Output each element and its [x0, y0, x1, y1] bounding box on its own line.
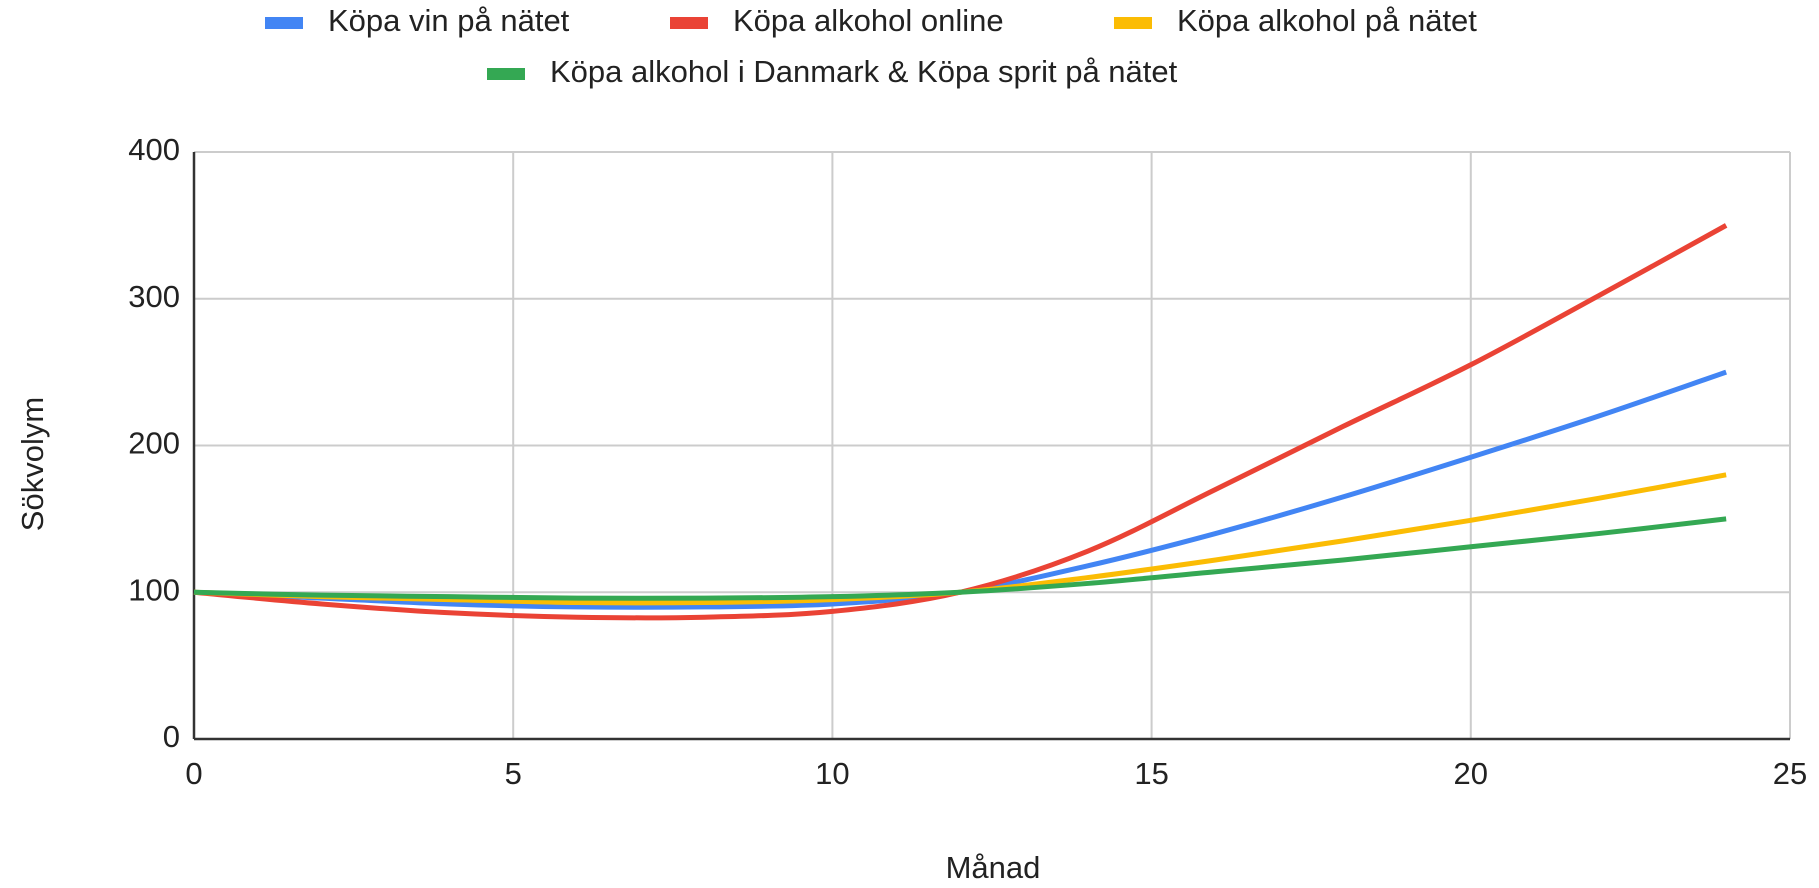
line-series — [193, 472, 1727, 606]
legend-swatch — [265, 17, 303, 29]
x-tick-label: 5 — [505, 756, 522, 791]
legend-swatch — [1114, 17, 1152, 29]
x-tick-label: 20 — [1454, 756, 1488, 791]
legend-label: Köpa alkohol på nätet — [1177, 3, 1477, 38]
y-tick-label: 300 — [128, 279, 180, 314]
line-series — [193, 516, 1727, 601]
x-axis-label: Månad — [946, 850, 1041, 885]
legend-label: Köpa alkohol i Danmark & Köpa sprit på n… — [550, 54, 1178, 89]
line-series — [193, 369, 1727, 610]
x-tick-label: 0 — [185, 756, 202, 791]
y-axis-label: Sökvolym — [15, 397, 50, 531]
legend-swatch — [487, 68, 525, 80]
x-tick-label: 25 — [1773, 756, 1807, 791]
x-tick-label: 15 — [1134, 756, 1168, 791]
legend-label: Köpa vin på nätet — [328, 3, 570, 38]
legend-swatch — [670, 17, 708, 29]
y-tick-label: 400 — [128, 132, 180, 167]
y-tick-label: 100 — [128, 572, 180, 607]
legend-label: Köpa alkohol online — [733, 3, 1004, 38]
y-tick-label: 0 — [163, 719, 180, 754]
y-tick-label: 200 — [128, 426, 180, 461]
line-series — [193, 223, 1728, 621]
x-tick-label: 10 — [815, 756, 849, 791]
